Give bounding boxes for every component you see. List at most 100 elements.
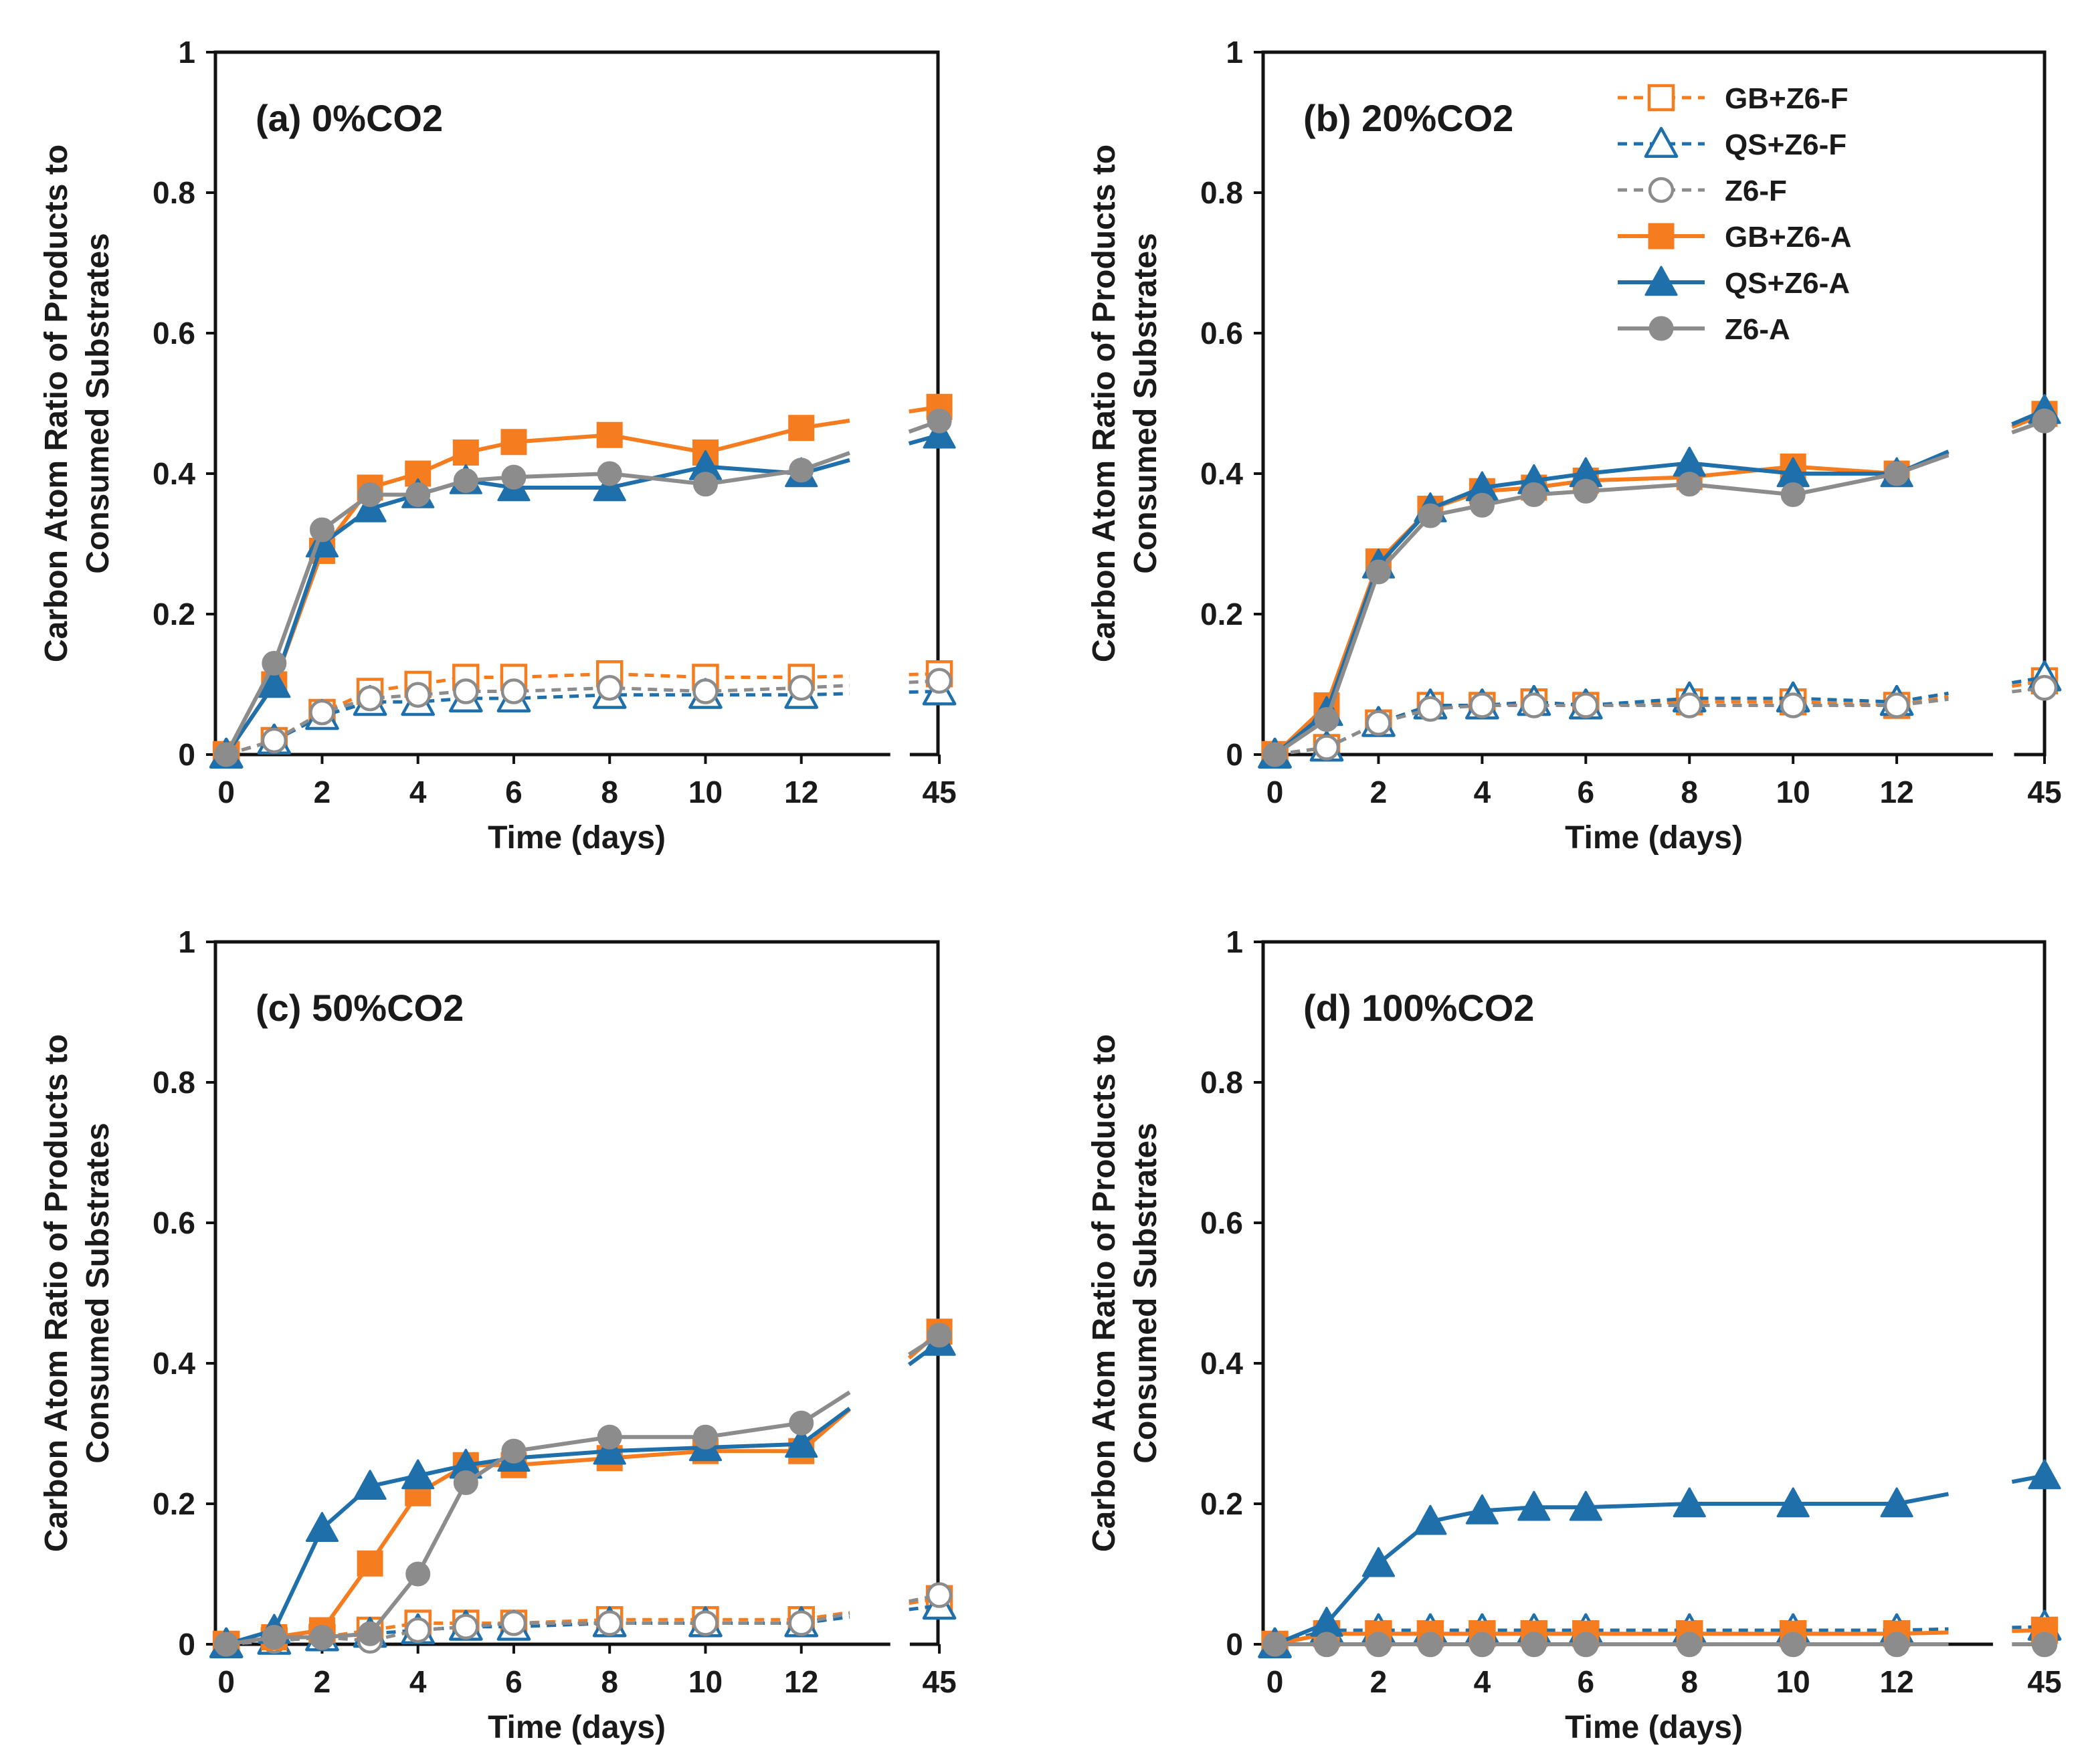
panel-title: (a) 0%CO2 (256, 97, 443, 139)
data-point (401, 1459, 435, 1490)
data-point (1677, 472, 1702, 497)
data-point (1262, 1632, 1288, 1657)
legend-label: Z6-F (1725, 175, 1787, 207)
data-point (788, 675, 814, 701)
series-line (225, 1449, 801, 1646)
y-tick-label: 0 (178, 1627, 195, 1662)
legend-item: Z6-F (1618, 175, 1787, 207)
data-point (1313, 734, 1340, 761)
legend-marker (1644, 126, 1679, 158)
y-tick-label: 0.6 (153, 316, 195, 351)
data-point (927, 1322, 952, 1348)
y-tick-label: 0.6 (1200, 1205, 1243, 1240)
y-tick-label: 1 (178, 35, 195, 70)
data-point (357, 685, 383, 712)
data-point (1573, 1632, 1598, 1657)
series-line (224, 468, 802, 756)
data-point (1365, 710, 1392, 736)
series-z6a (1262, 1632, 2057, 1657)
y-tick-label: 1 (1226, 924, 1243, 959)
panel-title: (b) 20%CO2 (1303, 97, 1513, 139)
series-z6a (213, 408, 952, 767)
y-axis-title-line-2: Consumed Substrates (1128, 233, 1163, 573)
data-point (500, 1610, 527, 1636)
x-tick-label: 4 (1474, 775, 1491, 809)
data-point (309, 1625, 335, 1650)
x-tick-label: 0 (217, 1664, 235, 1699)
series-line-break (2012, 1625, 2045, 1630)
series-line (225, 1442, 801, 1646)
data-point (785, 1428, 818, 1458)
data-point (789, 1410, 814, 1436)
y-axis-title-line-2: Consumed Substrates (80, 233, 116, 573)
y-tick-label: 0.6 (1200, 316, 1243, 351)
data-point (261, 727, 288, 754)
y-tick-label: 0.4 (153, 1346, 195, 1381)
x-tick-label: 12 (784, 775, 818, 809)
data-point (500, 678, 527, 704)
series-line-break (2011, 679, 2045, 688)
data-point (1414, 1504, 1447, 1535)
data-point (596, 421, 623, 448)
x-tick-label: 4 (409, 1664, 427, 1699)
y-tick-label: 0.2 (153, 597, 195, 631)
data-point (1418, 1632, 1443, 1657)
data-point (453, 678, 479, 704)
x-tick-label: 10 (1776, 775, 1810, 809)
x-tick-label: 12 (1879, 1664, 1913, 1699)
y-axis-title-line-2: Consumed Substrates (1128, 1122, 1163, 1463)
y-tick-label: 1 (1226, 35, 1243, 70)
x-tick-label: 6 (1578, 1664, 1595, 1699)
series-z6a (213, 1322, 952, 1657)
data-point (2032, 408, 2057, 433)
legend-item: QS+Z6-A (1618, 266, 1850, 300)
y-tick-label: 0.2 (1200, 1486, 1243, 1521)
y-axis-title-line-1: Carbon Atom Ratio of Products to (39, 144, 74, 662)
data-point (213, 1632, 239, 1657)
x-tick-label: 10 (688, 775, 723, 809)
data-point (1884, 461, 1909, 486)
data-point (1418, 503, 1443, 528)
data-point (1314, 1632, 1339, 1657)
data-point (501, 464, 527, 490)
series-z6f (213, 668, 953, 768)
x-tick-label: 8 (1681, 1664, 1698, 1699)
y-tick-label: 0.8 (1200, 175, 1243, 210)
data-point (596, 675, 623, 701)
plot-frame (213, 50, 940, 757)
x-tick-label: 2 (1370, 775, 1388, 809)
data-point (305, 1512, 339, 1542)
x-tick-label: 6 (1578, 775, 1595, 809)
x-tick-label: 45 (2027, 775, 2061, 809)
series-line (1273, 461, 1897, 757)
legend-label: Z6-A (1725, 313, 1790, 346)
x-tick-label: 8 (601, 775, 618, 809)
y-tick-label: 0.4 (1200, 456, 1243, 491)
series-line (1274, 704, 1897, 757)
y-axis-title-line-1: Carbon Atom Ratio of Products to (1087, 144, 1122, 662)
data-point (593, 471, 626, 502)
plot-frame (1261, 940, 2047, 1646)
data-point (1262, 742, 1288, 767)
data-point (2028, 1459, 2061, 1490)
x-tick-label: 10 (688, 1664, 723, 1699)
legend-item: QS+Z6-F (1618, 126, 1847, 161)
data-point (692, 678, 719, 704)
y-tick-label: 0.4 (153, 456, 195, 491)
data-point (309, 699, 335, 726)
y-tick-label: 0 (1226, 1627, 1243, 1662)
data-point (1469, 1632, 1495, 1657)
x-tick-label: 45 (922, 775, 956, 809)
x-axis-title: Time (days) (488, 1710, 666, 1745)
y-tick-label: 0.6 (153, 1205, 195, 1240)
data-point (788, 415, 815, 442)
data-point (1569, 1490, 1602, 1521)
legend: GB+Z6-F QS+Z6-F Z6-F GB+Z6-A QS+Z6-A Z6-A (1618, 82, 1851, 346)
y-axis-title-line-1: Carbon Atom Ratio of Products to (1087, 1034, 1122, 1552)
data-point (405, 482, 431, 507)
data-point (597, 461, 622, 486)
